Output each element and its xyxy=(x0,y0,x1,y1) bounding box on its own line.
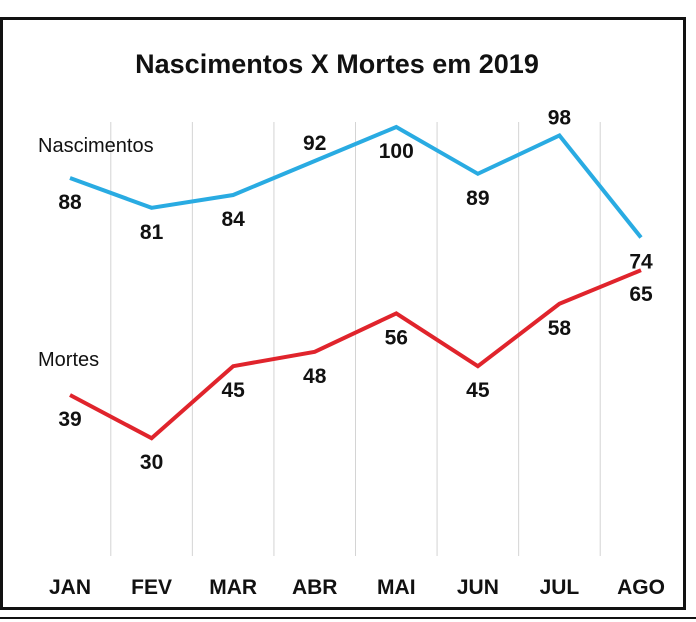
chart-border xyxy=(0,17,686,610)
data-label: 56 xyxy=(385,326,408,349)
series-0: 88 81 84 92 100 89 98 74 Nascimentos xyxy=(38,107,653,274)
x-tick-label: MAI xyxy=(377,576,416,599)
data-label: 58 xyxy=(548,317,572,340)
x-axis-ticks: JAN FEV MAR ABR MAI JUN JUL AGO xyxy=(49,576,665,599)
series-line xyxy=(69,124,643,239)
data-label: 100 xyxy=(379,140,414,163)
x-tick-label: ABR xyxy=(292,576,338,599)
data-label: 84 xyxy=(221,208,245,231)
data-label: 92 xyxy=(303,132,326,155)
data-label: 81 xyxy=(140,221,164,244)
data-label: 74 xyxy=(629,251,653,274)
data-label: 88 xyxy=(58,191,82,214)
series-layer: 88 81 84 92 100 89 98 74 Nascimentos 39 30 45 48 56 45… xyxy=(38,107,653,475)
series-1: 39 30 45 48 56 45 58 65 Mortes xyxy=(38,268,653,474)
x-tick-label: MAR xyxy=(209,576,257,599)
series-line xyxy=(69,268,642,441)
data-label: 98 xyxy=(548,107,572,130)
series-name-label: Mortes xyxy=(38,349,99,371)
data-label: 45 xyxy=(221,379,245,402)
x-tick-label: JUN xyxy=(457,576,499,599)
data-label: 48 xyxy=(303,365,327,388)
x-tick-label: AGO xyxy=(617,576,665,599)
data-label: 30 xyxy=(140,451,163,474)
x-tick-label: FEV xyxy=(131,576,172,599)
x-tick-label: JAN xyxy=(49,576,91,599)
chart-title: Nascimentos X Mortes em 2019 xyxy=(135,49,539,79)
x-tick-label: JUL xyxy=(540,576,580,599)
data-label: 45 xyxy=(466,379,490,402)
data-label: 89 xyxy=(466,187,489,210)
data-label: 65 xyxy=(629,283,653,306)
series-name-label: Nascimentos xyxy=(38,135,154,157)
data-label: 39 xyxy=(58,408,81,431)
